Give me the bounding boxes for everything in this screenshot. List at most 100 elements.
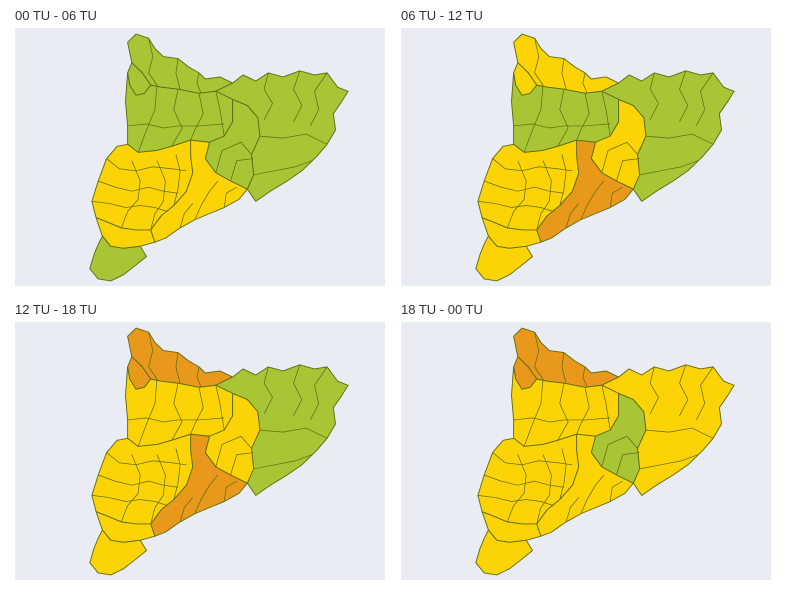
map-title: 12 TU - 18 TU xyxy=(15,302,97,317)
county-border xyxy=(230,158,254,182)
county-border xyxy=(561,58,567,90)
county-border xyxy=(565,497,579,523)
county-border xyxy=(120,160,141,229)
county-border xyxy=(98,180,179,194)
county-border xyxy=(557,89,569,147)
county-border xyxy=(171,383,183,441)
county-border xyxy=(91,201,168,212)
county-border xyxy=(513,123,611,129)
county-border xyxy=(196,72,202,94)
county-border xyxy=(120,454,141,523)
region-delta xyxy=(89,235,147,282)
county-border xyxy=(253,160,313,176)
county-border xyxy=(137,85,158,153)
county-border xyxy=(91,495,168,506)
county-border xyxy=(513,417,611,423)
county-border xyxy=(492,158,573,172)
region-delta xyxy=(89,529,147,576)
county-border xyxy=(559,154,567,206)
county-border xyxy=(148,38,158,86)
county-border xyxy=(616,158,640,182)
county-border xyxy=(492,452,573,466)
county-border xyxy=(523,379,544,447)
county-border xyxy=(695,72,714,127)
region-southwest xyxy=(477,139,580,231)
map-panel-4: 18 TU - 00 TU xyxy=(401,302,787,592)
region-southwest xyxy=(477,433,580,525)
map-frame xyxy=(15,322,385,580)
county-border xyxy=(609,480,623,502)
map-frame xyxy=(401,28,771,286)
county-border xyxy=(179,497,193,523)
county-border xyxy=(695,366,714,421)
county-border xyxy=(580,474,605,514)
county-border xyxy=(609,186,623,208)
county-border xyxy=(223,186,237,208)
county-border xyxy=(484,474,565,488)
county-border xyxy=(565,203,579,229)
county-border xyxy=(230,452,254,476)
county-border xyxy=(106,158,187,172)
county-border xyxy=(150,160,166,231)
county-border xyxy=(580,180,605,220)
county-border xyxy=(196,366,202,388)
county-border xyxy=(259,427,328,439)
county-border xyxy=(639,160,699,176)
county-border xyxy=(601,141,638,173)
county-border xyxy=(150,454,166,525)
county-border xyxy=(561,352,567,384)
map-panel-2: 06 TU - 12 TU xyxy=(401,8,787,298)
county-border xyxy=(253,454,313,470)
county-border xyxy=(293,70,303,122)
county-border xyxy=(175,58,181,90)
county-border xyxy=(173,154,181,206)
county-border xyxy=(215,91,225,137)
catalonia-map xyxy=(475,33,735,282)
county-border xyxy=(190,93,204,141)
county-border xyxy=(649,366,659,414)
county-border xyxy=(679,70,689,122)
county-border xyxy=(601,91,611,137)
county-border xyxy=(309,366,328,421)
county-border xyxy=(263,72,273,120)
county-border xyxy=(616,452,640,476)
county-border xyxy=(137,379,158,447)
county-border xyxy=(171,89,183,147)
county-border xyxy=(601,435,638,467)
county-border xyxy=(576,387,590,435)
catalonia-map xyxy=(475,327,735,576)
county-border xyxy=(576,93,590,141)
county-border xyxy=(484,180,565,194)
county-border xyxy=(194,180,219,220)
county-border xyxy=(127,417,225,423)
county-border xyxy=(215,141,252,173)
region-southwest xyxy=(91,139,194,231)
catalonia-map xyxy=(89,33,349,282)
map-title: 18 TU - 00 TU xyxy=(401,302,483,317)
county-border xyxy=(173,448,181,500)
region-delta xyxy=(475,529,533,576)
county-border xyxy=(309,72,328,127)
county-border xyxy=(98,474,179,488)
region-delta xyxy=(475,235,533,282)
county-border xyxy=(645,427,714,439)
county-border xyxy=(106,452,187,466)
county-border xyxy=(582,366,588,388)
county-border xyxy=(534,38,544,86)
county-border xyxy=(215,435,252,467)
county-border xyxy=(679,364,689,416)
map-frame xyxy=(15,28,385,286)
county-border xyxy=(148,332,158,380)
map-panel-1: 00 TU - 06 TU xyxy=(15,8,401,298)
county-border xyxy=(582,72,588,94)
map-title: 06 TU - 12 TU xyxy=(401,8,483,23)
county-border xyxy=(506,160,527,229)
map-frame xyxy=(401,322,771,580)
county-border xyxy=(645,133,714,145)
county-border xyxy=(523,85,544,153)
county-border xyxy=(293,364,303,416)
county-border xyxy=(557,383,569,441)
county-border xyxy=(536,454,552,525)
map-title: 00 TU - 06 TU xyxy=(15,8,97,23)
county-border xyxy=(639,454,699,470)
